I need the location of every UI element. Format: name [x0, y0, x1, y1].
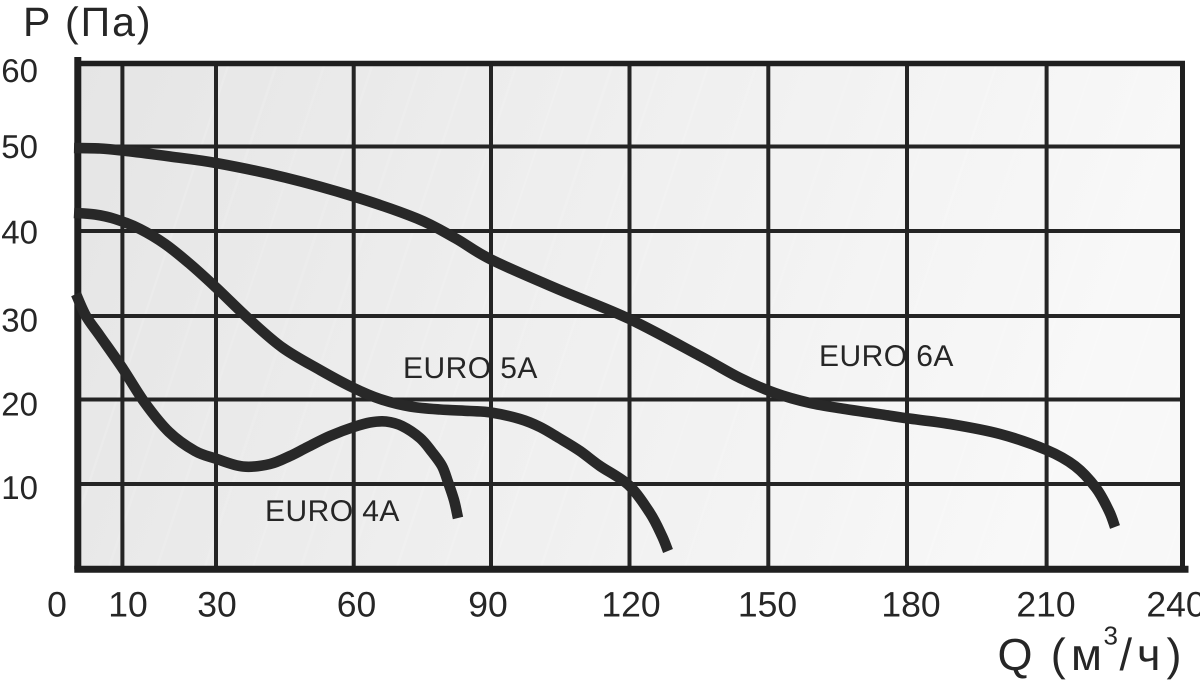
svg-text:30: 30	[197, 584, 237, 624]
svg-text:210: 210	[1016, 584, 1075, 624]
svg-text:Q(м3/ч): Q(м3/ч)	[998, 621, 1182, 681]
svg-text:EURO 6A: EURO 6A	[819, 340, 954, 373]
svg-text:240: 240	[1146, 584, 1200, 624]
svg-text:EURO 5A: EURO 5A	[403, 352, 538, 385]
svg-text:EURO 4A: EURO 4A	[265, 495, 400, 528]
svg-text:P (Па): P (Па)	[23, 0, 153, 45]
svg-text:50: 50	[1, 128, 38, 165]
svg-text:30: 30	[1, 302, 38, 339]
svg-text:0: 0	[47, 584, 67, 624]
svg-text:60: 60	[1, 52, 38, 89]
svg-text:180: 180	[881, 584, 940, 624]
svg-text:20: 20	[1, 386, 38, 423]
svg-text:120: 120	[601, 584, 660, 624]
svg-text:10: 10	[108, 584, 148, 624]
svg-text:150: 150	[738, 584, 797, 624]
svg-text:10: 10	[1, 469, 38, 506]
svg-text:90: 90	[468, 584, 508, 624]
svg-text:60: 60	[337, 584, 377, 624]
svg-text:40: 40	[1, 213, 38, 250]
